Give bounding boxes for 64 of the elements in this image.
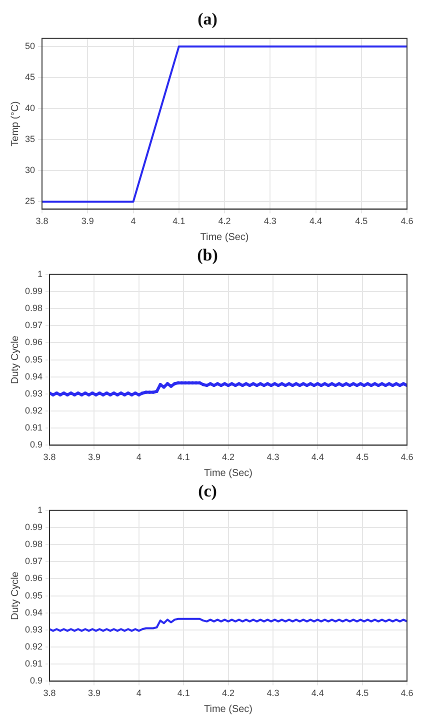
y-tick-label: 0.92	[24, 642, 43, 652]
x-tick-label: 3.8	[43, 452, 56, 462]
y-tick-label: 0.97	[24, 320, 43, 330]
x-tick-label: 4.4	[309, 216, 322, 226]
x-tick-label: 3.8	[36, 216, 48, 226]
x-tick-label: 4	[130, 216, 136, 226]
x-tick-label: 4.6	[400, 452, 414, 462]
y-tick-label: 0.98	[24, 539, 43, 550]
y-tick-label: 45	[24, 72, 36, 82]
y-tick-label: 0.98	[24, 303, 43, 314]
y-tick-label: 0.93	[24, 624, 43, 634]
x-axis-title: Time (Sec)	[204, 468, 253, 479]
x-tick-label: 4.3	[264, 216, 276, 226]
x-tick-label: 4.1	[177, 688, 190, 698]
x-tick-label: 3.9	[88, 452, 100, 462]
chart-title: (a)	[198, 10, 218, 29]
x-tick-label: 4.5	[356, 688, 369, 698]
x-tick-label: 4.3	[266, 688, 280, 698]
y-tick-label: 0.9	[30, 676, 43, 686]
y-tick-label: 0.96	[24, 337, 43, 348]
x-tick-label: 4.2	[222, 452, 235, 462]
y-axis-title: Temp (°C)	[10, 101, 21, 146]
x-tick-label: 4.6	[400, 688, 414, 698]
x-tick-label: 4.6	[400, 216, 414, 226]
x-tick-label: 4.4	[311, 688, 324, 698]
y-tick-label: 1	[38, 268, 43, 279]
y-tick-label: 35	[24, 134, 36, 144]
x-tick-label: 4.4	[311, 452, 324, 462]
y-tick-label: 0.99	[24, 286, 43, 296]
y-axis-title: Duty Cycle	[10, 571, 21, 620]
y-tick-label: 0.99	[24, 522, 43, 532]
y-tick-label: 0.93	[24, 388, 43, 398]
y-tick-label: 0.92	[24, 406, 43, 416]
x-tick-label: 4.1	[177, 452, 190, 462]
x-tick-label: 3.8	[43, 688, 56, 698]
y-tick-label: 0.97	[24, 556, 43, 566]
y-tick-label: 25	[24, 196, 36, 206]
y-tick-label: 50	[24, 40, 36, 51]
x-tick-label: 4	[136, 452, 142, 462]
y-tick-label: 0.95	[24, 590, 43, 600]
x-tick-label: 4.2	[222, 688, 235, 698]
y-tick-label: 40	[24, 103, 36, 114]
y-tick-label: 1	[38, 504, 43, 515]
x-tick-label: 4.1	[172, 216, 186, 226]
x-tick-label: 4.2	[218, 216, 231, 226]
x-tick-label: 3.9	[88, 688, 100, 698]
chart-title: (b)	[197, 246, 218, 265]
y-tick-label: 0.94	[24, 371, 43, 382]
y-tick-label: 0.96	[24, 573, 43, 584]
x-tick-label: 3.9	[81, 216, 94, 226]
x-axis-title: Time (Sec)	[204, 704, 253, 715]
x-tick-label: 4.5	[356, 452, 369, 462]
x-tick-label: 4	[136, 688, 142, 698]
chart-title: (c)	[198, 482, 217, 501]
x-axis-title: Time (Sec)	[200, 232, 249, 243]
y-tick-label: 0.91	[24, 422, 43, 433]
y-tick-label: 30	[24, 165, 36, 176]
y-tick-label: 0.9	[30, 440, 43, 450]
x-tick-label: 4.3	[266, 452, 280, 462]
x-tick-label: 4.5	[355, 216, 368, 226]
y-tick-label: 0.94	[24, 607, 43, 618]
y-axis-title: Duty Cycle	[10, 335, 21, 384]
y-tick-label: 0.95	[24, 354, 43, 364]
y-tick-label: 0.91	[24, 658, 43, 669]
